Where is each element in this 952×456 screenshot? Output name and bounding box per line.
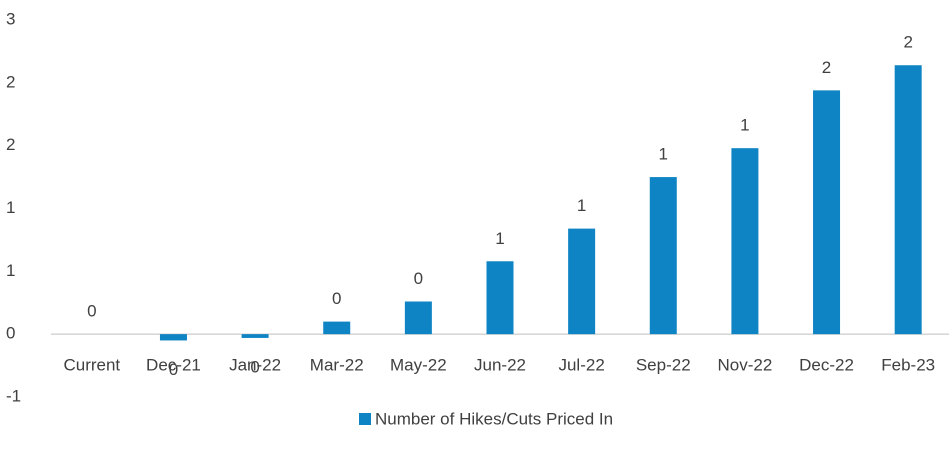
y-tick-label: 2 [6,135,15,154]
x-tick-label: Feb-23 [881,356,935,375]
data-label: 0 [169,360,178,379]
x-tick-label: Jul-22 [558,356,604,375]
bar [159,334,187,341]
data-label: 0 [414,269,423,288]
data-label: 0 [250,357,259,376]
bar [568,228,596,335]
y-tick-label: 1 [6,261,15,280]
data-label: 2 [822,58,831,77]
x-tick-label: Nov-22 [718,356,773,375]
data-label: 1 [577,196,586,215]
bar [894,65,922,335]
bar [486,261,514,335]
data-label: 0 [87,302,96,321]
bar [649,177,677,335]
bar [404,301,432,335]
y-tick-label: 2 [6,72,15,91]
bar [241,334,269,338]
data-label: 2 [903,33,912,52]
bar [731,148,759,335]
bar [813,90,841,335]
data-label: 1 [740,116,749,135]
legend-swatch [359,413,371,425]
data-label: 1 [495,229,504,248]
y-tick-label: 1 [6,198,15,217]
y-tick-label: -1 [6,386,21,405]
x-tick-label: May-22 [390,356,447,375]
data-label: 1 [659,145,668,164]
x-tick-label: Sep-22 [636,356,691,375]
y-tick-label: 0 [6,324,15,343]
x-tick-label: Mar-22 [310,356,364,375]
data-label: 0 [332,289,341,308]
y-tick-label: 3 [6,9,15,28]
x-tick-label: Dec-21 [146,356,201,375]
x-tick-label: Current [63,356,120,375]
x-tick-label: Dec-22 [799,356,854,375]
legend-label: Number of Hikes/Cuts Priced In [375,409,613,428]
x-tick-label: Jun-22 [474,356,526,375]
x-tick-label: Jan-22 [229,356,281,375]
bar [323,321,351,335]
